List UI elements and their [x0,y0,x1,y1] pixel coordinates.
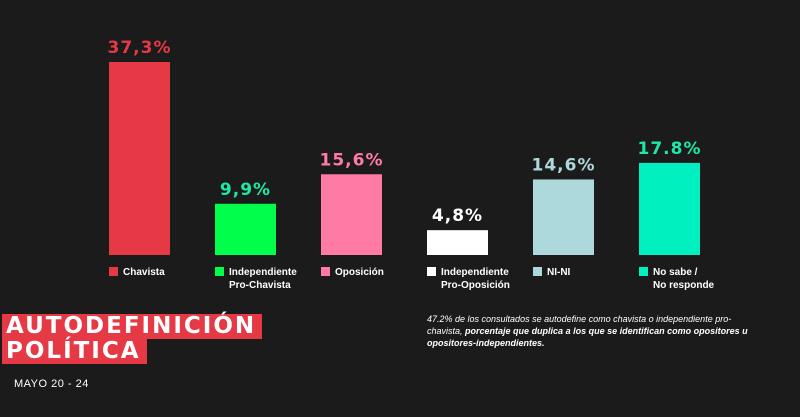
legend-label-1: Chavista [123,267,165,278]
legend-label-3: Oposición [335,267,384,278]
page-title: AUTODEFINICIÓN POLÍTICA [2,314,263,364]
survey-date: MAYO 20 - 24 [14,378,89,390]
bar-6 [639,162,700,255]
bar-5 [533,179,594,255]
legend-swatch-5 [533,267,542,276]
value-label-6: 17.8% [638,139,702,159]
legend-swatch-6 [639,267,648,276]
value-label-3: 15,6% [320,150,384,170]
value-label-4: 4,8% [432,206,483,226]
bar-2 [215,203,276,255]
legend-label-2-line-2: Pro-Chavista [229,280,291,291]
legend-label-6-line-2: No responde [653,280,715,291]
legend-label-2: Independiente [229,267,297,278]
legend-label-6: No sabe / [653,267,698,278]
title-line-2: POLÍTICA [2,339,147,364]
summary-note: 47.2% de los consultados se autodefine c… [427,313,757,349]
bar-3 [321,174,382,255]
legend-swatch-3 [321,267,330,276]
bar-chart: 37,3% Chavista 9,9% Independiente Pro-Chavis… [108,38,715,291]
legend-label-5: NI-NI [547,267,571,278]
legend-swatch-1 [109,267,118,276]
note-bold: porcentaje que duplica a los que se iden… [427,326,748,348]
value-label-1: 37,3% [108,38,172,58]
value-label-2: 9,9% [220,180,271,200]
title-line-1: AUTODEFINICIÓN [2,314,263,339]
bar-4 [427,230,488,255]
legend-swatch-4 [427,267,436,276]
legend-swatch-2 [215,267,224,276]
value-label-5: 14,6% [532,155,596,175]
legend-label-4: Independiente [441,267,509,278]
note-regular: 47.2% de los consultados se autodefine c… [427,314,732,336]
legend-label-4-line-2: Pro-Oposición [441,280,510,291]
bar-1 [109,62,170,255]
